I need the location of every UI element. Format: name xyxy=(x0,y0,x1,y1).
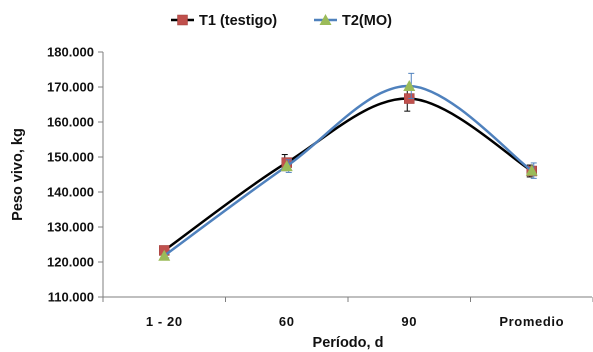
x-tick-label: 90 xyxy=(401,314,417,329)
y-tick-label: 140.000 xyxy=(47,185,94,200)
x-tick-label: 1 - 20 xyxy=(146,314,183,329)
series-1 xyxy=(159,85,537,256)
legend-label: T2(MO) xyxy=(342,13,392,29)
y-tick-label: 120.000 xyxy=(47,255,94,270)
data-point xyxy=(403,79,416,91)
x-tick-label: Promedio xyxy=(499,314,564,329)
x-axis-title: Período, d xyxy=(313,335,384,351)
series-2 xyxy=(158,72,538,261)
x-ticks: 1 - 20 60 90 Promedio xyxy=(102,297,593,329)
y-tick-label: 170.000 xyxy=(47,80,94,95)
legend-label: T1 (testigo) xyxy=(199,13,277,29)
series-layer xyxy=(158,72,538,261)
legend-marker xyxy=(319,14,332,25)
x-tick-label: 60 xyxy=(279,314,295,329)
legend-marker xyxy=(177,14,188,26)
legend: T1 (testigo) T2(MO) xyxy=(171,13,392,29)
y-tick-label: 130.000 xyxy=(47,220,94,235)
y-ticks: 110.000 120.000 130.000 140.000 150.000 160.0… xyxy=(47,45,103,305)
series-line xyxy=(163,97,533,252)
legend-item-1: T1 (testigo) xyxy=(171,13,277,29)
legend-item-2: T2(MO) xyxy=(314,13,392,29)
y-tick-label: 180.000 xyxy=(47,45,94,60)
data-point xyxy=(525,164,538,176)
data-point xyxy=(158,249,171,261)
y-axis-title: Peso vivo, kg xyxy=(10,128,26,221)
axes: 110.000 120.000 130.000 140.000 150.000 160.0… xyxy=(47,45,593,329)
series-line xyxy=(163,84,533,257)
y-tick-label: 110.000 xyxy=(48,290,94,305)
data-point xyxy=(280,160,293,172)
y-tick-label: 160.000 xyxy=(47,115,94,130)
y-tick-label: 150.000 xyxy=(47,150,94,165)
